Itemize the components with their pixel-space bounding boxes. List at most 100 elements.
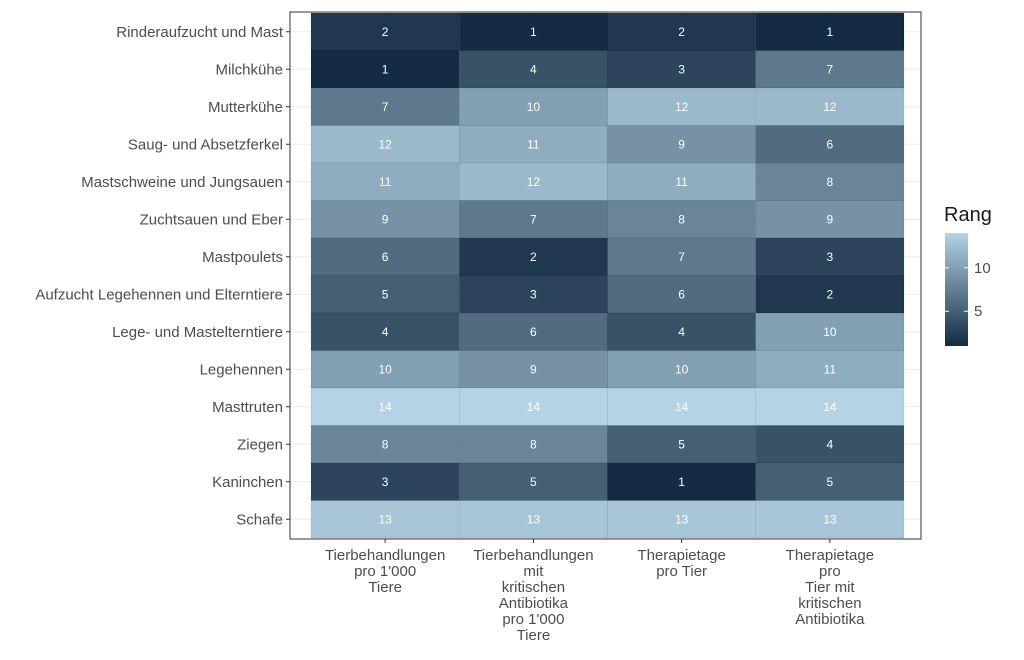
cell-value-label: 3 xyxy=(827,250,834,264)
legend-tick-label: 5 xyxy=(974,303,982,320)
row-label: Kaninchen xyxy=(212,474,283,491)
cell-value-label: 4 xyxy=(827,437,834,451)
cell-value-label: 4 xyxy=(530,62,537,76)
cell-value-label: 9 xyxy=(382,212,389,226)
column-label-line: Tiere xyxy=(517,627,551,644)
column-label-line: Tierbehandlungen xyxy=(325,547,445,564)
color-legend: Rang 5 10 xyxy=(944,204,992,346)
legend-tick-label: 10 xyxy=(974,260,991,277)
cell-value-label: 7 xyxy=(382,100,389,114)
heatmap-cell xyxy=(607,275,757,314)
column-label-line: Therapietage xyxy=(637,547,725,564)
cell-value-label: 11 xyxy=(824,362,837,376)
heatmap-cell xyxy=(755,500,905,539)
column-label-line: Tiere xyxy=(368,579,402,596)
heatmap-cell xyxy=(607,500,757,539)
heatmap-cell xyxy=(310,87,460,126)
heatmap-cell xyxy=(310,425,460,464)
heatmap-cell xyxy=(310,275,460,314)
cell-value-label: 1 xyxy=(382,62,389,76)
cell-value-label: 5 xyxy=(530,475,537,489)
row-label: Mastpoulets xyxy=(202,249,283,266)
column-label: Tierbehandlungen pro 1'000 Tiere xyxy=(325,547,445,596)
heatmap-cell xyxy=(607,125,757,164)
cell-value-label: 14 xyxy=(823,400,837,414)
cell-value-label: 10 xyxy=(823,325,837,339)
cell-value-label: 13 xyxy=(675,512,689,526)
cell-value-label: 14 xyxy=(378,400,392,414)
column-label-line: pro Tier xyxy=(656,563,707,580)
column-label-line: pro 1'000 xyxy=(354,563,416,580)
cell-value-label: 4 xyxy=(678,325,685,339)
cell-value-label: 12 xyxy=(378,137,392,151)
row-label: Lege- und Mastelterntiere xyxy=(112,324,283,341)
heatmap-cell xyxy=(755,125,905,164)
panel-border xyxy=(289,11,922,540)
column-label: Tierbehandlungen mit kritischen Antibiotika… xyxy=(473,547,593,644)
cell-value-label: 7 xyxy=(678,250,685,264)
cell-value-label: 2 xyxy=(827,287,834,301)
cell-value-label: 14 xyxy=(527,400,541,414)
cell-value-label: 6 xyxy=(382,250,389,264)
cell-value-label: 2 xyxy=(382,25,389,39)
heatmap-cell xyxy=(458,462,608,501)
cell-value-label: 8 xyxy=(530,437,537,451)
legend-colorbar xyxy=(945,233,968,346)
cell-value-label: 12 xyxy=(527,175,541,189)
column-label-line: Antibiotika xyxy=(795,611,865,628)
heatmap-cell xyxy=(310,350,460,389)
row-labels: Rinderaufzucht und Mast Milchkühe Mutterkü… xyxy=(35,24,290,528)
heatmap-cell xyxy=(755,50,905,89)
row-label: Rinderaufzucht und Mast xyxy=(116,24,284,41)
cell-value-label: 9 xyxy=(530,362,537,376)
heatmap-cell xyxy=(607,12,757,51)
column-label: Therapietage pro Tier xyxy=(637,547,725,580)
cell-value-label: 7 xyxy=(530,212,537,226)
cell-value-label: 6 xyxy=(678,287,685,301)
row-label: Ziegen xyxy=(237,436,283,453)
heatmap-cell xyxy=(755,162,905,201)
heatmap-cell xyxy=(310,387,460,426)
column-label-line: pro 1'000 xyxy=(502,611,564,628)
cell-value-label: 5 xyxy=(382,287,389,301)
cell-value-label: 9 xyxy=(827,212,834,226)
column-label-line: kritischen xyxy=(502,579,565,596)
heatmap-cell xyxy=(458,87,608,126)
column-label-line: Tier mit xyxy=(805,579,855,596)
column-label-line: pro xyxy=(819,563,841,580)
heatmap-cell xyxy=(755,387,905,426)
row-label: Aufzucht Legehennen und Elterntiere xyxy=(35,286,283,303)
row-label: Legehennen xyxy=(200,361,283,378)
heatmap-cell xyxy=(458,387,608,426)
heatmap-cell xyxy=(458,275,608,314)
heatmap-cell xyxy=(755,462,905,501)
cell-value-label: 8 xyxy=(678,212,685,226)
cell-value-label: 8 xyxy=(382,437,389,451)
column-label-line: Therapietage xyxy=(786,547,874,564)
row-label: Masttruten xyxy=(212,399,283,416)
cell-value-label: 3 xyxy=(678,62,685,76)
column-label-line: Tierbehandlungen xyxy=(473,547,593,564)
heatmap-cell xyxy=(755,350,905,389)
legend-title: Rang xyxy=(944,204,992,226)
cell-value-label: 6 xyxy=(530,325,537,339)
column-labels: Tierbehandlungen pro 1'000 TiereTierbehand… xyxy=(325,539,874,644)
heatmap-cell xyxy=(458,237,608,276)
heatmap-cell xyxy=(458,200,608,239)
heatmap-cell xyxy=(607,312,757,351)
cell-value-label: 5 xyxy=(678,437,685,451)
cell-value-label: 1 xyxy=(827,25,834,39)
column-label-line: kritischen xyxy=(798,595,861,612)
row-label: Mutterkühe xyxy=(208,99,283,116)
cell-value-label: 3 xyxy=(382,475,389,489)
cell-value-label: 4 xyxy=(382,325,389,339)
column-label-line: mit xyxy=(523,563,544,580)
heatmap-cell xyxy=(458,425,608,464)
heatmap-cell xyxy=(755,87,905,126)
heatmap-cell xyxy=(755,425,905,464)
cell-value-label: 2 xyxy=(678,25,685,39)
heatmap-cell xyxy=(607,87,757,126)
cell-value-label: 3 xyxy=(530,287,537,301)
column-label: Therapietage pro Tier mit kritischen Antibio… xyxy=(786,547,874,628)
